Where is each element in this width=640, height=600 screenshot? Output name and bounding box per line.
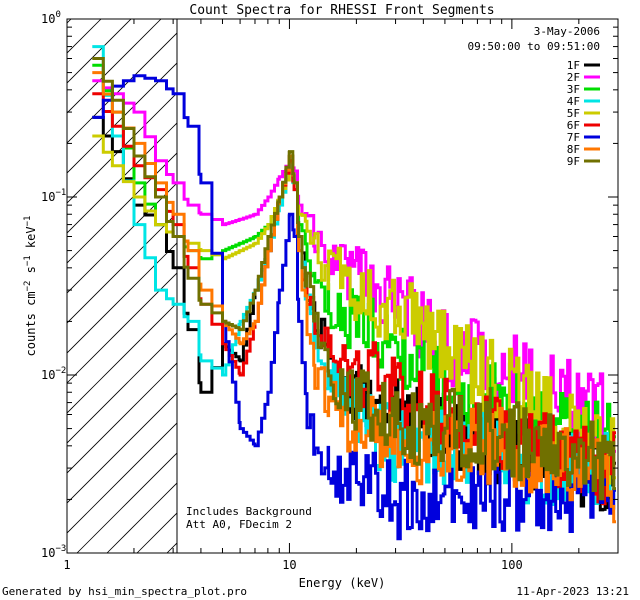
hatch-line <box>67 362 177 474</box>
hatch-line <box>67 19 162 114</box>
legend-label-3F: 3F <box>567 83 580 96</box>
legend-label-6F: 6F <box>567 119 580 132</box>
time-range-label: 09:50:00 to 09:51:00 <box>468 40 600 53</box>
hatch-line <box>76 452 177 553</box>
annotation-background: Includes Background <box>186 505 312 518</box>
hatch-line <box>67 422 177 534</box>
hatch-line <box>67 19 102 54</box>
axis-ticks: 1 10 100 10−3 10−2 10−1 100 <box>41 10 619 572</box>
hatch-line <box>67 92 177 204</box>
hatch-line <box>67 182 177 294</box>
y-tick-label: 10−2 <box>41 366 66 382</box>
series-layer <box>92 45 616 541</box>
y-tick-label: 10−3 <box>41 544 66 560</box>
x-tick-label: 100 <box>501 558 523 572</box>
x-tick-label: 1 <box>63 558 70 572</box>
series-9F-line <box>92 57 616 501</box>
legend-label-5F: 5F <box>567 107 580 120</box>
legend-label-8F: 8F <box>567 143 580 156</box>
hatch-line <box>67 242 177 354</box>
hatch-line <box>67 392 177 504</box>
y-tick-label: 10−1 <box>41 188 66 204</box>
footer-timestamp: 11-Apr-2023 13:21 <box>516 585 629 598</box>
plot-frame <box>66 18 619 554</box>
hatch-line <box>67 302 177 414</box>
legend-label-4F: 4F <box>567 95 580 108</box>
y-tick-label: 100 <box>41 10 61 26</box>
footer-generator: Generated by hsi_min_spectra_plot.pro <box>2 585 247 598</box>
hatch-line <box>67 212 177 324</box>
y-axis-label: counts cm−2 s−1 keV−1 <box>23 216 38 357</box>
legend-label-7F: 7F <box>567 131 580 144</box>
legend-label-1F: 1F <box>567 59 580 72</box>
annotation-attenuator: Att A0, FDecim 2 <box>186 518 292 531</box>
date-label: 3-May-2006 <box>534 25 600 38</box>
x-tick-label: 10 <box>282 558 296 572</box>
legend-label-9F: 9F <box>567 155 580 168</box>
hatch-line <box>67 62 177 174</box>
legend-header: 3-May-2006 09:50:00 to 09:51:00 <box>468 25 600 53</box>
legend-label-2F: 2F <box>567 71 580 84</box>
chart-title: Count Spectra for RHESSI Front Segments <box>189 3 494 18</box>
hatch-line <box>67 19 72 24</box>
svg-text:counts cm−2 s−1 keV−1: counts cm−2 s−1 keV−1 <box>23 216 38 357</box>
x-axis-label: Energy (keV) <box>299 576 386 590</box>
hatch-line <box>67 152 177 264</box>
